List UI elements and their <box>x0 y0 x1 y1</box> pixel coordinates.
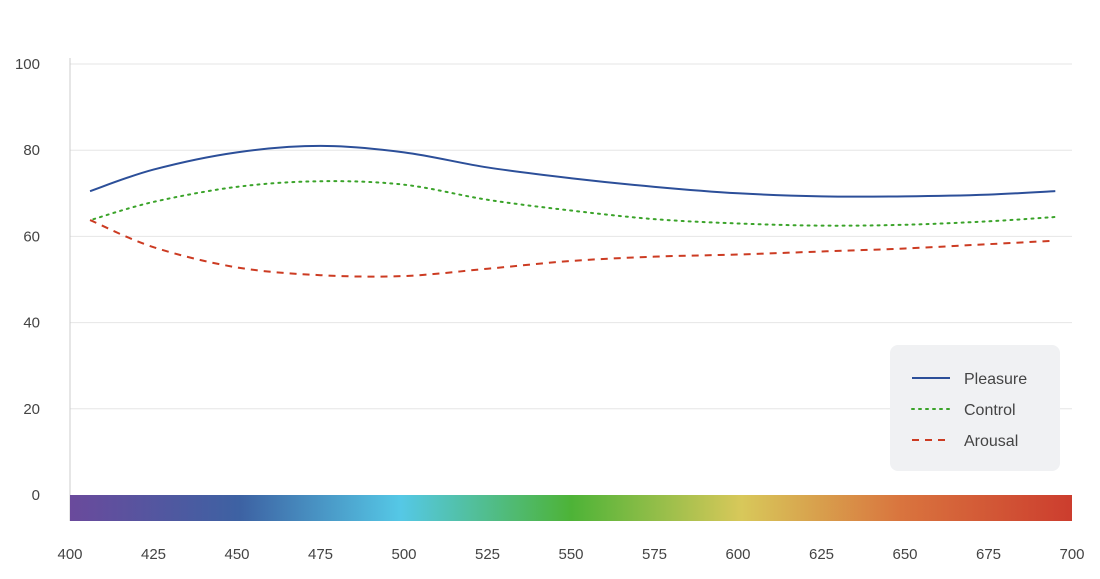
x-tick-label: 525 <box>475 546 500 563</box>
x-tick-label: 675 <box>976 546 1001 563</box>
legend-label-control: Control <box>964 402 1016 419</box>
x-tick-label: 700 <box>1059 546 1084 563</box>
y-tick-label: 60 <box>23 228 40 245</box>
legend-label-pleasure: Pleasure <box>964 371 1027 388</box>
x-tick-label: 450 <box>224 546 249 563</box>
axes: 0 20 40 60 80 100 400 425 450 475 500 525 550 575 600 6… <box>15 56 1085 563</box>
legend: Pleasure Control Arousal <box>890 345 1060 471</box>
y-tick-label: 100 <box>15 56 40 73</box>
spectrum-bar <box>70 495 1072 521</box>
y-tick-label: 0 <box>32 487 40 504</box>
x-tick-label: 600 <box>725 546 750 563</box>
x-tick-label: 400 <box>57 546 82 563</box>
x-tick-label: 500 <box>391 546 416 563</box>
x-tick-label: 650 <box>892 546 917 563</box>
series-lines <box>89 144 1057 278</box>
x-tick-label: 625 <box>809 546 834 563</box>
y-tick-label: 40 <box>23 315 40 332</box>
y-tick-label: 20 <box>23 401 40 418</box>
x-tick-label: 550 <box>558 546 583 563</box>
x-tick-label: 425 <box>141 546 166 563</box>
x-tick-label: 575 <box>642 546 667 563</box>
series-line-arousal <box>89 219 1056 278</box>
series-line-pleasure <box>89 144 1056 198</box>
y-tick-label: 80 <box>23 142 40 159</box>
legend-box <box>890 345 1060 471</box>
x-tick-label: 475 <box>308 546 333 563</box>
legend-label-arousal: Arousal <box>964 433 1018 450</box>
series-line-control <box>92 180 1057 227</box>
